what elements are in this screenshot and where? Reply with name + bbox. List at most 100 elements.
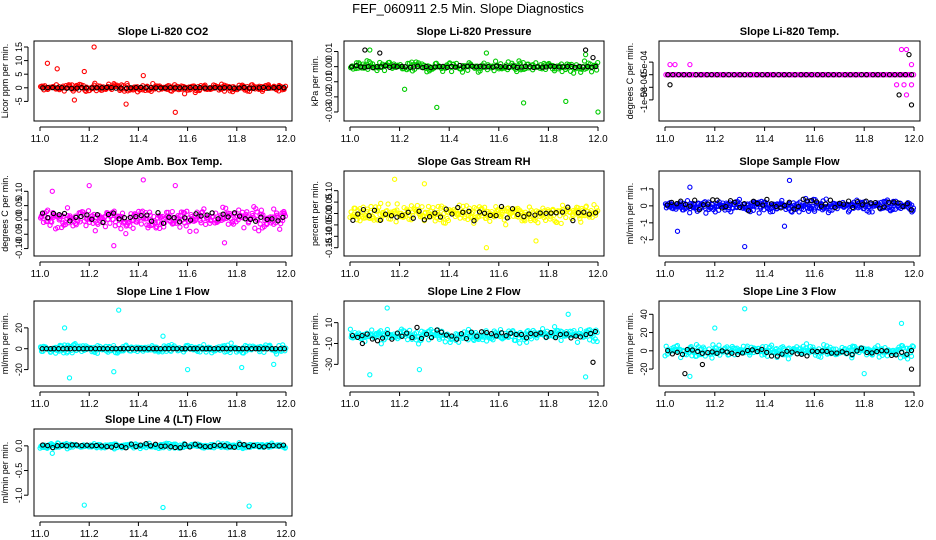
data-point <box>236 213 243 219</box>
data-point <box>394 330 401 336</box>
data-point <box>401 86 408 92</box>
data-point <box>696 207 702 213</box>
data-point <box>168 214 174 220</box>
data-point <box>535 220 541 226</box>
data-point <box>804 353 810 359</box>
data-point <box>376 204 382 210</box>
data-point <box>875 343 881 349</box>
data-point <box>773 203 779 210</box>
data-point <box>148 84 154 91</box>
data-point <box>394 64 400 70</box>
x-tick-label: 11.2 <box>80 529 99 540</box>
plot-frame <box>33 170 293 257</box>
data-point <box>419 204 425 210</box>
data-point <box>73 214 79 221</box>
data-point <box>776 72 782 78</box>
data-point <box>172 182 178 189</box>
data-point <box>253 206 259 212</box>
y-tick-label: -1.0 <box>14 487 24 503</box>
data-point <box>872 199 879 206</box>
data-point <box>207 85 213 91</box>
data-point <box>207 220 213 226</box>
data-point <box>508 333 515 339</box>
data-point <box>812 72 818 78</box>
data-point <box>244 346 250 352</box>
data-point <box>814 199 820 205</box>
data-point <box>558 337 564 344</box>
data-point <box>723 203 729 210</box>
data-point <box>378 341 384 347</box>
data-point <box>276 84 282 91</box>
data-point <box>152 441 159 447</box>
x-tick-label: 11.6 <box>178 399 197 410</box>
data-point <box>61 325 68 331</box>
data-point <box>91 44 97 50</box>
data-point <box>684 346 690 353</box>
data-point <box>822 201 829 207</box>
data-point <box>250 212 256 219</box>
x-tick-label: 12.0 <box>904 134 924 145</box>
data-point <box>510 213 517 219</box>
x-tick-label: 11.0 <box>341 269 360 280</box>
data-point <box>487 212 493 219</box>
data-point <box>92 228 98 234</box>
data-point <box>832 204 838 211</box>
data-point <box>846 207 853 213</box>
data-point <box>220 204 226 210</box>
data-point <box>742 72 748 78</box>
data-point <box>187 84 193 91</box>
data-point <box>280 442 287 448</box>
data-point <box>47 346 54 352</box>
data-point <box>839 349 845 355</box>
data-point <box>410 215 416 221</box>
data-point <box>504 215 510 221</box>
data-point <box>866 209 872 215</box>
data-point <box>747 352 753 358</box>
data-point <box>436 63 443 70</box>
y-axis-title: ml/min per min. <box>310 313 320 375</box>
data-point <box>710 197 716 203</box>
data-point <box>686 72 693 78</box>
data-point <box>184 208 190 214</box>
data-point <box>182 346 188 352</box>
x-tick-label: 11.0 <box>31 269 50 280</box>
data-point <box>181 91 188 97</box>
data-point <box>177 224 183 230</box>
data-point <box>577 326 584 333</box>
y-tick-label: -10 <box>324 337 334 350</box>
data-point <box>192 441 198 447</box>
plot-frame <box>33 300 293 387</box>
data-point <box>908 82 915 88</box>
data-point <box>172 109 178 115</box>
data-point <box>745 208 752 214</box>
data-point <box>428 334 435 341</box>
data-point <box>355 211 361 217</box>
data-point <box>162 85 168 91</box>
data-point <box>193 228 199 234</box>
data-point <box>576 63 583 70</box>
data-point <box>359 332 365 339</box>
data-point <box>241 84 247 91</box>
x-tick-label: 11.8 <box>539 134 558 145</box>
data-point <box>900 203 906 210</box>
data-point <box>271 85 277 91</box>
data-point <box>112 219 119 225</box>
data-point <box>443 206 449 212</box>
data-point <box>128 441 135 447</box>
data-point <box>270 442 276 449</box>
data-point <box>735 351 741 358</box>
data-point <box>353 65 359 72</box>
data-point <box>590 359 596 365</box>
x-tick-label: 11.6 <box>805 269 824 280</box>
y-tick-label: 5 <box>14 72 24 77</box>
data-point <box>474 333 480 339</box>
data-point <box>821 342 827 348</box>
data-point <box>515 214 521 220</box>
panel-title: Slope Amb. Box Temp. <box>104 156 223 168</box>
x-tick-label: 11.8 <box>227 269 246 280</box>
y-axis-title: ml/min per min. <box>625 313 635 375</box>
data-point <box>908 366 915 372</box>
data-point <box>426 214 433 220</box>
data-point <box>503 222 509 228</box>
data-point <box>578 69 584 75</box>
